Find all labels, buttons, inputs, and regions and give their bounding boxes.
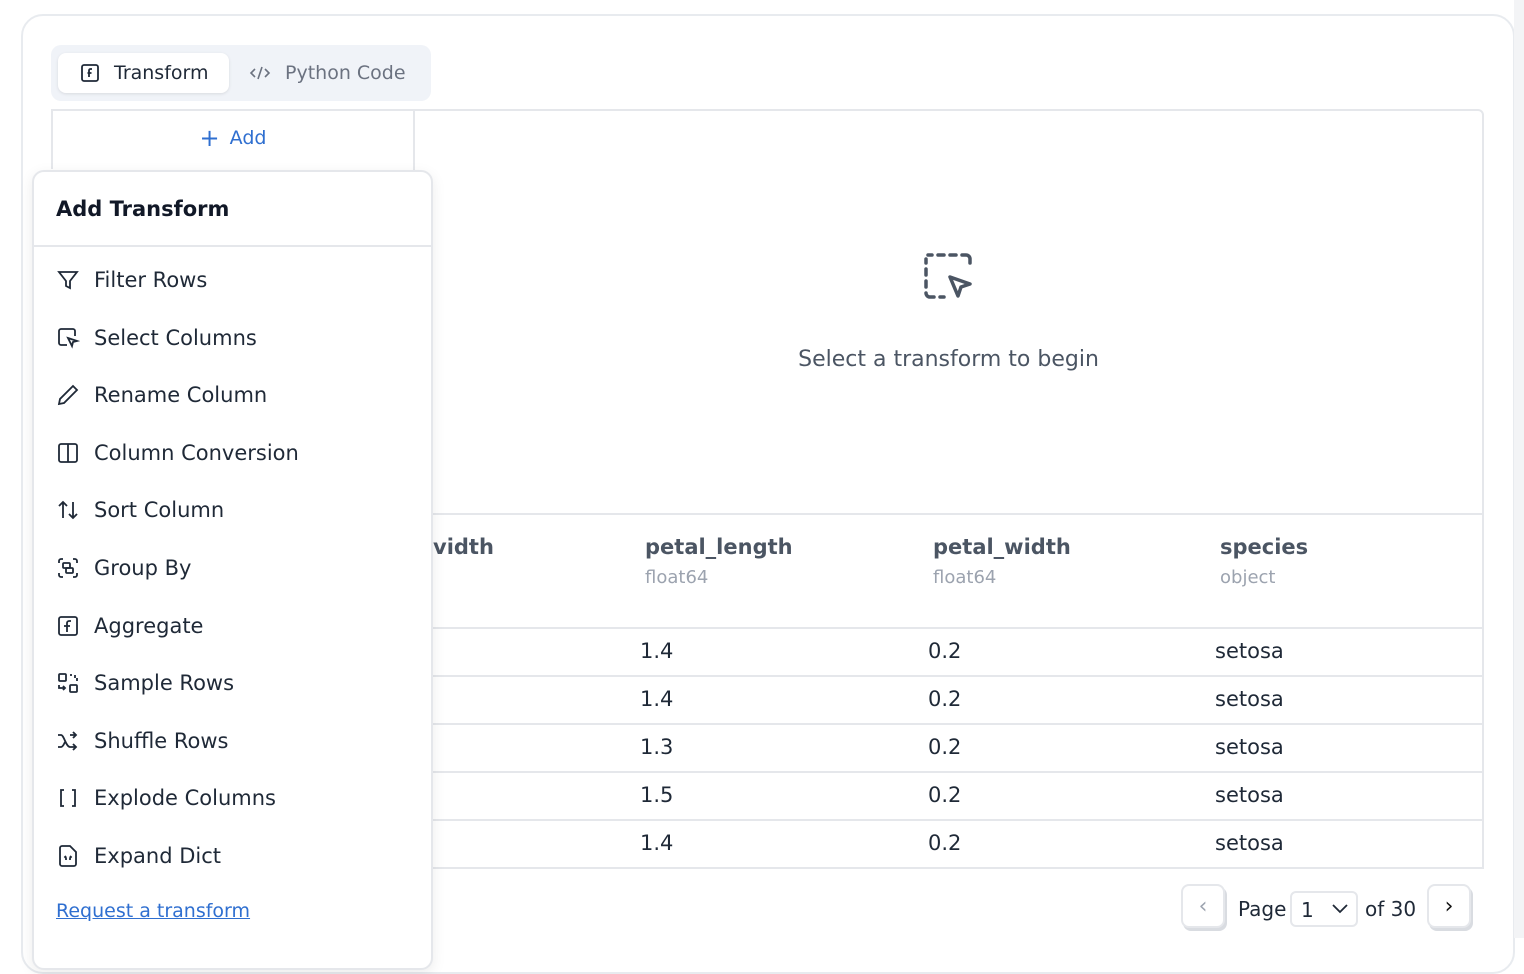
menu-item-column-conversion[interactable]: Column Conversion	[56, 441, 299, 465]
menu-item-rename-column[interactable]: Rename Column	[56, 383, 267, 407]
add-transform-button[interactable]: + Add	[53, 111, 413, 165]
table-row: 1.4 0.2 setosa	[415, 821, 1482, 869]
sort-icon	[58, 500, 78, 520]
column-header-species[interactable]: species object	[1220, 535, 1309, 588]
chevron-right-icon: ›	[1444, 893, 1454, 919]
add-transform-popup: Add Transform Filter Rows Select Columns…	[32, 170, 433, 970]
chevron-down-icon	[1332, 904, 1348, 914]
add-label: Add	[229, 127, 267, 149]
popup-title: Add Transform	[34, 172, 431, 247]
chevron-left-icon: ‹	[1198, 893, 1208, 919]
group-icon	[58, 558, 78, 578]
transform-list-panel: + Add	[51, 109, 415, 169]
tab-transform-label: Transform	[114, 62, 209, 84]
select-columns-icon	[58, 328, 80, 349]
function-icon	[58, 616, 78, 636]
table-header: vidth petal_length float64 petal_width flo…	[415, 513, 1482, 629]
page-label: Page	[1238, 897, 1287, 921]
menu-item-filter-rows[interactable]: Filter Rows	[56, 268, 207, 292]
previous-page-button[interactable]: ‹	[1181, 884, 1225, 928]
page-total: of 30	[1365, 897, 1417, 921]
mode-tabs: Transform Python Code	[51, 45, 431, 101]
empty-state-text: Select a transform to begin	[798, 347, 1099, 372]
column-header-sepal-width[interactable]: vidth	[433, 535, 494, 559]
table-row: 1.3 0.2 setosa	[415, 725, 1482, 773]
menu-item-explode-columns[interactable]: Explode Columns	[56, 786, 276, 810]
table-row: 1.4 0.2 setosa	[415, 677, 1482, 725]
tab-transform[interactable]: Transform	[58, 53, 229, 93]
request-transform-link[interactable]: Request a transform	[56, 900, 251, 922]
tab-python-code[interactable]: Python Code	[249, 53, 406, 93]
columns-icon	[58, 443, 78, 463]
plus-icon: +	[199, 124, 220, 152]
filter-icon	[57, 271, 79, 290]
shuffle-icon	[58, 731, 78, 751]
function-icon	[81, 64, 99, 82]
table-row: 1.5 0.2 setosa	[415, 773, 1482, 821]
dashed-selection-cursor-icon	[923, 253, 972, 299]
menu-item-aggregate[interactable]: Aggregate	[56, 614, 203, 638]
page-select[interactable]: 1	[1290, 891, 1358, 927]
next-page-button[interactable]: ›	[1427, 884, 1471, 928]
brackets-icon	[60, 789, 76, 807]
column-header-petal-length[interactable]: petal_length float64	[645, 535, 793, 588]
menu-item-expand-dict[interactable]: Expand Dict	[56, 844, 221, 868]
menu-item-group-by[interactable]: Group By	[56, 556, 191, 580]
scrollbar[interactable]	[1514, 0, 1524, 938]
tab-python-code-label: Python Code	[285, 62, 406, 84]
menu-item-sample-rows[interactable]: Sample Rows	[56, 671, 234, 695]
menu-item-shuffle-rows[interactable]: Shuffle Rows	[56, 729, 228, 753]
table-row: 1.4 0.2 setosa	[415, 629, 1482, 677]
empty-state: Select a transform to begin	[415, 251, 1482, 372]
menu-item-sort-column[interactable]: Sort Column	[56, 498, 224, 522]
preview-panel: Select a transform to begin vidth petal_…	[413, 109, 1484, 869]
code-icon	[249, 66, 271, 80]
sample-icon	[58, 673, 78, 693]
column-header-petal-width[interactable]: petal_width float64	[933, 535, 1071, 588]
pencil-icon	[57, 384, 79, 406]
file-braces-icon	[59, 845, 77, 867]
menu-item-select-columns[interactable]: Select Columns	[56, 326, 257, 350]
